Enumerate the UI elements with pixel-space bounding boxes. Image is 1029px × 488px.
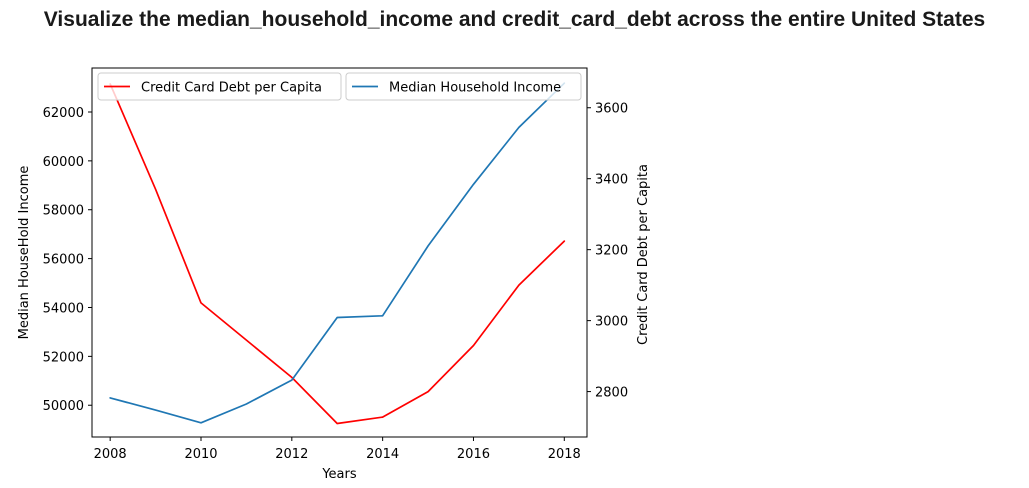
y-left-tick-label: 56000	[43, 253, 84, 268]
median-income-line	[109, 82, 566, 424]
legend-label: Median Household Income	[389, 81, 561, 96]
y-right-tick-label: 2800	[595, 386, 628, 401]
legend-label: Credit Card Debt per Capita	[141, 81, 322, 96]
y-left-tick-label: 60000	[43, 155, 84, 170]
chart-title: Visualize the median_household_income an…	[43, 8, 986, 31]
legend-box	[345, 72, 582, 101]
y-left-tick-label: 58000	[43, 204, 84, 219]
plot-frame	[91, 67, 588, 438]
legend-median-income: Median Household Income	[345, 72, 582, 101]
y-left-tick-label: 50000	[43, 399, 84, 414]
y-right-tick-label: 3200	[595, 244, 628, 259]
x-axis-label: Years	[321, 467, 357, 482]
y-right-tick-label: 3600	[595, 102, 628, 117]
credit-card-debt-line	[109, 83, 566, 425]
legend-box	[97, 72, 342, 101]
x-tick-label: 2016	[457, 447, 490, 462]
y-right-axis-label: Credit Card Debt per Capita	[636, 164, 651, 345]
legend-credit-card-debt: Credit Card Debt per Capita	[97, 72, 342, 101]
x-tick-label: 2008	[94, 447, 127, 462]
x-tick-label: 2018	[548, 447, 581, 462]
y-right-tick-label: 3400	[595, 173, 628, 188]
y-left-tick-label: 54000	[43, 301, 84, 316]
x-tick-label: 2012	[275, 447, 308, 462]
x-tick-label: 2014	[366, 447, 399, 462]
y-left-tick-label: 62000	[43, 106, 84, 121]
y-left-axis-label: Median HouseHold Income	[17, 166, 32, 340]
x-tick-label: 2010	[184, 447, 217, 462]
y-left-tick-label: 52000	[43, 350, 84, 365]
y-right-tick-label: 3000	[595, 315, 628, 330]
